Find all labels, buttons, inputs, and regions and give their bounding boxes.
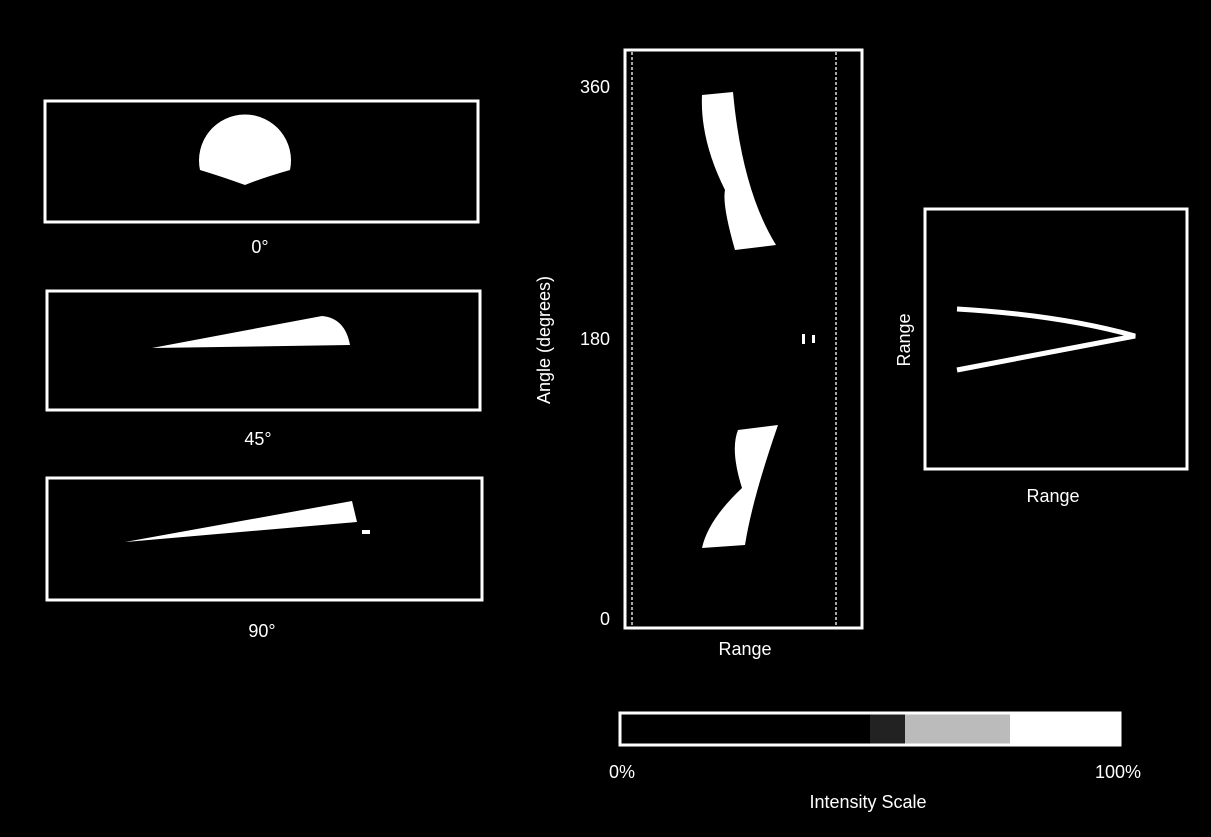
object-shape	[362, 530, 370, 534]
x-axis-label: Range	[1026, 486, 1079, 506]
x-axis-label: Range	[718, 639, 771, 659]
scale-max-label: 100%	[1095, 762, 1141, 782]
y-axis-label: Angle (degrees)	[534, 276, 554, 404]
scale-segment	[620, 713, 870, 745]
view-panel	[47, 478, 482, 600]
y-tick-label: 180	[580, 329, 610, 349]
sinogram-mark	[802, 334, 805, 344]
view-label: 90°	[248, 621, 275, 641]
y-tick-label: 360	[580, 77, 610, 97]
scale-title: Intensity Scale	[809, 792, 926, 812]
image-panel	[925, 209, 1187, 469]
scale-segment	[870, 713, 905, 745]
view-label: 0°	[251, 237, 268, 257]
sinogram-mark	[812, 335, 815, 343]
figure: 0° 45° 90° 360 180 0 Angle (degrees) Ran…	[0, 0, 1211, 837]
scale-min-label: 0%	[609, 762, 635, 782]
view-panel	[47, 291, 480, 410]
y-axis-label: Range	[894, 313, 914, 366]
view-label: 45°	[244, 429, 271, 449]
scale-segment	[905, 713, 1010, 745]
scale-segment	[1010, 713, 1120, 745]
y-tick-label: 0	[600, 609, 610, 629]
